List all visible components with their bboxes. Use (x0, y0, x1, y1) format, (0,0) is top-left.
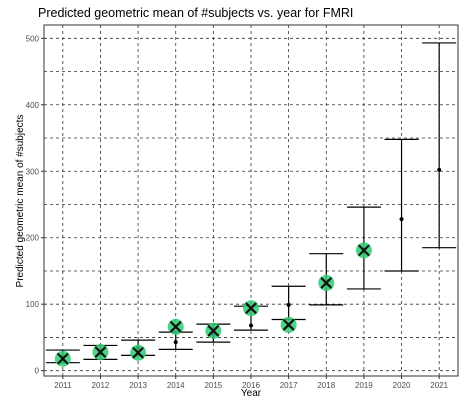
mean-point (249, 323, 253, 328)
chart-title: Predicted geometric mean of #subjects vs… (38, 6, 353, 20)
x-tick-label: 2014 (167, 381, 185, 390)
mean-point (437, 167, 442, 172)
x-tick-label: 2012 (92, 381, 110, 390)
x-tick-label: 2018 (317, 381, 335, 390)
x-tick-label: 2015 (204, 381, 222, 390)
x-tick-label: 2019 (355, 381, 373, 390)
observed-point (92, 344, 109, 361)
y-tick-label: 100 (26, 300, 40, 309)
observed-point (318, 274, 335, 291)
observed-point (130, 344, 147, 361)
observed-point (167, 318, 184, 335)
y-axis-title: Predicted geometric mean of #subjects (15, 115, 26, 288)
observed-cross-line (170, 321, 182, 333)
observed-cross-line (358, 244, 370, 256)
grid (44, 25, 458, 376)
mean-point (286, 302, 291, 307)
x-axis: 2011 2012 2013 2014 2015 2016 2017 2018 2019 2020… (54, 376, 449, 390)
x-tick-label: 2011 (54, 381, 72, 390)
mean-point (399, 217, 404, 222)
y-tick-label: 300 (26, 167, 40, 176)
x-axis-title: Year (241, 388, 262, 399)
observed-point (355, 242, 372, 259)
observed-cross-line (245, 302, 257, 314)
x-tick-label: 2017 (280, 381, 298, 390)
observed-point (205, 322, 222, 339)
x-tick-label: 2016 (242, 381, 260, 390)
y-axis: 0 100 200 300 400 500 (26, 34, 44, 376)
observed-cross-line (320, 277, 332, 289)
mean-point (173, 340, 178, 345)
x-tick-label: 2013 (129, 381, 147, 390)
y-tick-label: 500 (26, 34, 40, 43)
observed-cross-line (57, 353, 69, 365)
x-tick-label: 2021 (430, 381, 448, 390)
observed-cross-line (132, 347, 144, 359)
x-tick-label: 2020 (393, 381, 411, 390)
observed-point (280, 316, 297, 333)
observed-cross-line (283, 319, 295, 331)
y-tick-label: 400 (26, 101, 40, 110)
observed-cross-line (94, 346, 107, 358)
observed-point (243, 300, 259, 317)
y-tick-label: 200 (26, 234, 40, 243)
observed-cross-line (207, 325, 219, 337)
y-tick-label: 0 (35, 367, 40, 376)
observed-series (54, 242, 372, 367)
observed-point (54, 350, 71, 367)
